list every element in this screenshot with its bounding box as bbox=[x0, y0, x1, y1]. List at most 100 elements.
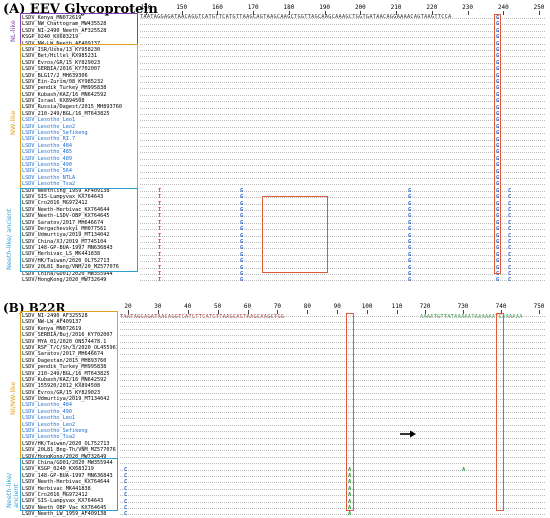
mutation-marker: G bbox=[408, 239, 412, 245]
alignment-row bbox=[120, 479, 545, 485]
sequence-name: LSDV_Udmurtiya/2019_MT134042 bbox=[22, 396, 110, 403]
identity-dots bbox=[140, 62, 545, 64]
sequence-name: LSDV_Saratov/2017_MH646674 bbox=[22, 351, 104, 358]
identity-dots bbox=[120, 476, 545, 477]
mutation-marker: G bbox=[408, 219, 412, 226]
identity-dots bbox=[120, 444, 545, 445]
mutation-marker: G bbox=[240, 207, 244, 213]
ruler-tick-mark bbox=[425, 310, 426, 314]
ruler-tick-label: 140 bbox=[140, 4, 152, 11]
sequence-name: LSDV_China/GD01/2020_MW355944 bbox=[22, 459, 113, 466]
ruler-tick-label: 30 bbox=[154, 303, 162, 310]
alignment-row bbox=[120, 511, 545, 517]
mutation-marker: T bbox=[158, 258, 162, 265]
alignment-row bbox=[140, 220, 545, 226]
sequence-name: LSDV_pendik_Turkey_MH995838 bbox=[22, 85, 107, 92]
mutation-marker: T bbox=[158, 226, 162, 233]
alignment-row bbox=[140, 156, 545, 162]
ruler-tick-label: 70 bbox=[273, 303, 282, 310]
alignment-row bbox=[140, 169, 545, 175]
mutation-marker: C bbox=[508, 258, 512, 265]
mutation-marker: G bbox=[496, 34, 500, 41]
identity-dots bbox=[140, 254, 545, 256]
sequence-name: LSDV_Neeth-Herbivac_KX764644 bbox=[22, 206, 110, 213]
mutation-marker: G bbox=[240, 213, 244, 220]
identity-dots bbox=[120, 456, 545, 458]
alignment-row bbox=[140, 66, 545, 72]
mutation-marker: C bbox=[124, 492, 128, 499]
ruler-tick-mark bbox=[128, 310, 129, 314]
mutation-marker: A bbox=[348, 473, 352, 479]
ruler-tick-label: 100 bbox=[361, 303, 373, 310]
mutation-marker: C bbox=[508, 226, 512, 233]
alignment-row bbox=[140, 98, 545, 104]
identity-dots bbox=[140, 222, 545, 224]
panel-a-highlight-column-242 bbox=[494, 14, 501, 274]
mutation-marker: G bbox=[408, 226, 412, 233]
identity-dots bbox=[140, 37, 545, 39]
mutation-marker: A bbox=[348, 511, 352, 518]
ruler-tick-mark bbox=[463, 310, 464, 314]
sequence-name: LSDV_Lesotho_NTLA bbox=[22, 174, 76, 181]
ruler-tick-label: 240 bbox=[497, 4, 509, 11]
alignment-row bbox=[140, 105, 545, 111]
ruler-tick-label: 230 bbox=[462, 4, 473, 11]
mutation-marker: G bbox=[496, 117, 500, 124]
sequence-name: LSDV_Dergachevskyi_MH077561 bbox=[22, 225, 107, 232]
sequence-name: LSDV_Lesotho_Tsa2 bbox=[22, 434, 76, 441]
alignment-row bbox=[140, 245, 545, 251]
arrow-right-icon bbox=[400, 430, 416, 438]
identity-dots bbox=[140, 280, 545, 282]
sequence-name: LSDV_Lesotho_Leo2 bbox=[22, 123, 76, 130]
panel-a-sequence-names: LSDV_Kenya_MN072619 LSDV_NW_Chattogram_MW… bbox=[22, 15, 137, 283]
identity-dots bbox=[140, 184, 545, 186]
mutation-marker: T bbox=[158, 264, 162, 271]
alignment-row bbox=[140, 213, 545, 219]
alignment-row bbox=[120, 454, 545, 460]
sequence-name: LSDV_Lesotho_Sefikeng bbox=[22, 130, 88, 137]
identity-dots bbox=[120, 392, 545, 394]
sequence-name: LSDV_Lesotho_484 bbox=[22, 142, 72, 149]
identity-dots bbox=[120, 316, 545, 317]
alignment-row bbox=[120, 409, 545, 415]
alignment-row bbox=[140, 252, 545, 258]
alignment-row bbox=[120, 415, 545, 421]
alignment-row bbox=[120, 505, 545, 511]
alignment-row bbox=[120, 313, 545, 319]
sequence-name: LSDV_Dagestan/2015_MH893760 bbox=[22, 357, 107, 364]
mutation-marker: G bbox=[496, 175, 500, 181]
sequence-name: LSDV_NW-LW_AF409137 bbox=[22, 319, 82, 326]
mutation-marker: G bbox=[240, 264, 244, 271]
mutation-marker: C bbox=[508, 251, 512, 258]
alignment-row bbox=[120, 403, 545, 409]
identity-dots bbox=[140, 120, 545, 122]
panel-b-neeth-like-label: Neeth-like/ ancient bbox=[5, 472, 20, 508]
identity-dots bbox=[140, 267, 545, 269]
mutation-marker: G bbox=[408, 258, 412, 265]
identity-dots bbox=[120, 341, 545, 343]
alignment-row bbox=[140, 258, 545, 264]
alignment-row bbox=[140, 277, 545, 283]
mutation-marker: G bbox=[496, 258, 500, 265]
mutation-marker: A bbox=[462, 466, 466, 473]
ruler-tick-label: 60 bbox=[243, 303, 252, 310]
identity-dots bbox=[120, 514, 545, 516]
alignment-row bbox=[140, 15, 545, 21]
alignment-row bbox=[120, 460, 545, 466]
ruler-tick-label: 160 bbox=[212, 4, 223, 11]
sequence-name: LSDV_Udmurtiya/2019_MT134042 bbox=[22, 232, 110, 239]
mutation-marker: G bbox=[496, 155, 500, 162]
mutation-marker: A bbox=[348, 466, 352, 473]
ruler-tick-mark bbox=[181, 11, 183, 15]
panel-b-ni-nw-like-label: NI/NW-like bbox=[9, 381, 17, 415]
panel-a-nw-like-box bbox=[20, 44, 138, 189]
panel-b-highlight-column-745 bbox=[496, 313, 504, 511]
alignment-row bbox=[140, 34, 545, 40]
sequence-name: LSDV_NI-2490_Neeth_AF325528 bbox=[22, 27, 107, 34]
ruler-tick-mark bbox=[217, 11, 219, 15]
mutation-marker: G bbox=[496, 136, 500, 143]
sequence-name: LSDV_Lesotho_Leo1 bbox=[22, 415, 76, 422]
mutation-marker: G bbox=[408, 277, 412, 284]
sequence-name: LSDV_148-GP-BUA-1997_MN636843 bbox=[22, 472, 113, 479]
mutation-marker: G bbox=[496, 251, 500, 258]
